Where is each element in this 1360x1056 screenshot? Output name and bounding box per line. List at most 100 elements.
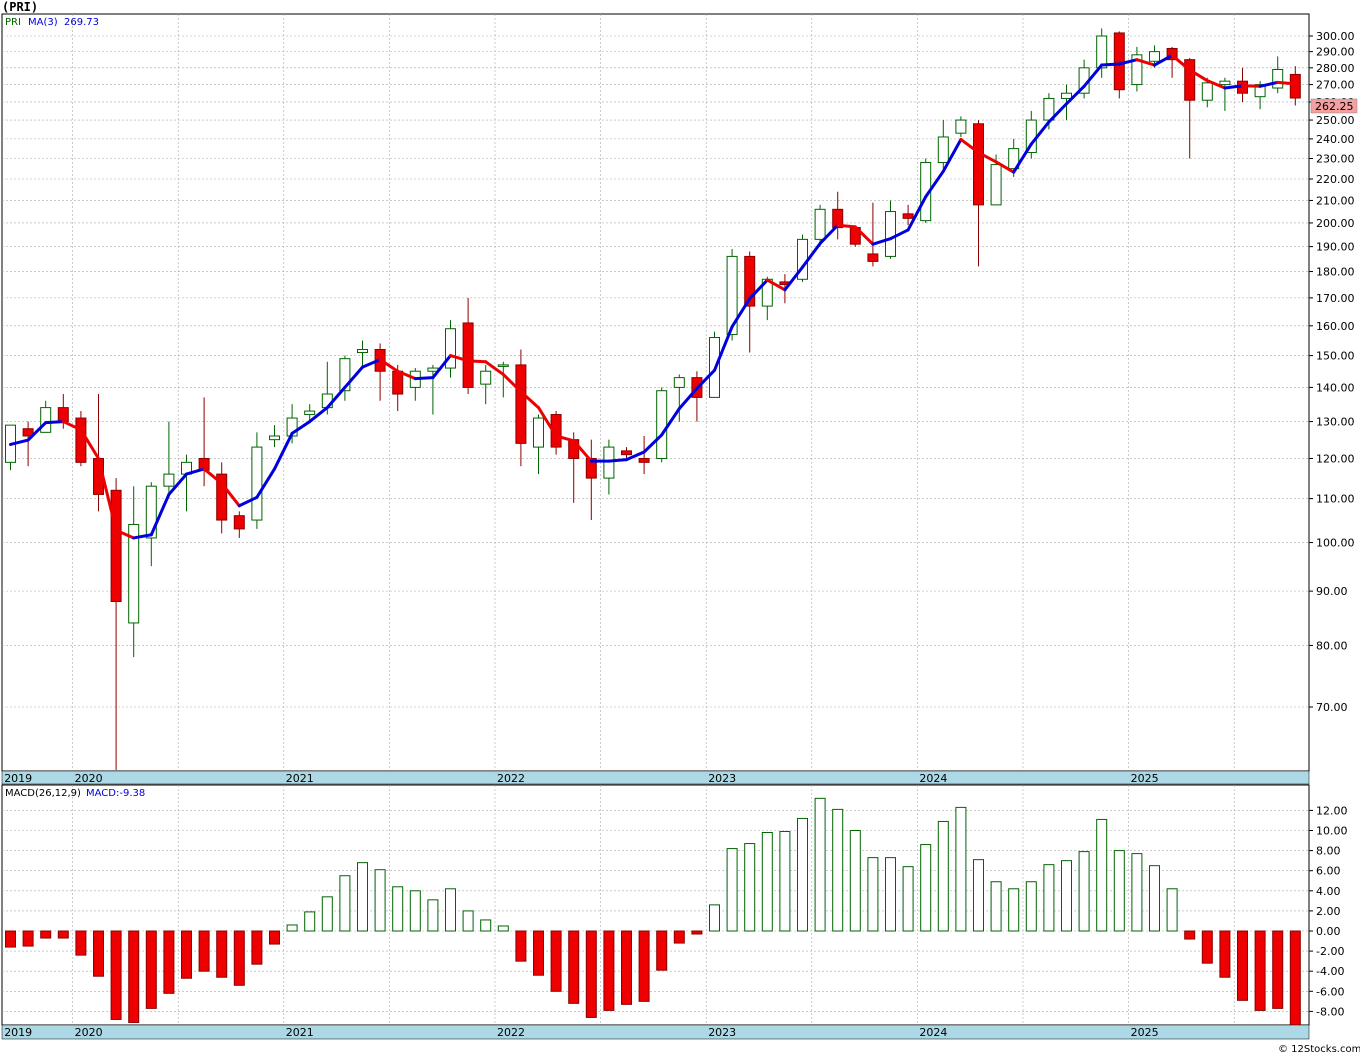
chart-title: (PRI)	[2, 0, 38, 14]
candle-body	[533, 417, 544, 448]
macd-bar	[181, 930, 192, 979]
ma3-segment	[977, 151, 998, 164]
candle-body	[445, 328, 456, 369]
candle-body	[585, 457, 597, 479]
candle-body	[392, 370, 404, 395]
ma3-segment	[889, 228, 910, 241]
legend-ticker: PRI	[5, 17, 21, 28]
macd-bar	[128, 930, 140, 1023]
candle-body	[990, 164, 1002, 206]
macd-bar	[603, 930, 615, 1011]
macd-tick-label: 0.00	[1316, 925, 1341, 938]
macd-y-axis: -8.00 -6.00 -4.00 -2.00 0.00 2.00 4.00 6.00 8.00…	[1309, 804, 1348, 1018]
macd-bar	[1272, 930, 1284, 1009]
ma3-segment	[1100, 62, 1121, 67]
macd-bar	[198, 930, 210, 972]
macd-bar	[427, 899, 439, 932]
macd-bar	[1289, 930, 1301, 1026]
candle-body	[867, 253, 879, 262]
macd-bar	[1061, 860, 1072, 932]
candle-body	[110, 489, 122, 602]
macd-bar	[779, 831, 791, 932]
ma3-segment	[783, 265, 804, 292]
candle-body	[673, 377, 685, 388]
macd-bar	[1131, 853, 1143, 932]
macd-bar	[1166, 888, 1178, 932]
macd-bar	[1096, 818, 1108, 932]
candle-body	[1096, 35, 1108, 69]
candle-body	[1008, 148, 1020, 170]
ma3-segment	[836, 223, 857, 229]
macd-bar	[1149, 865, 1160, 932]
price-tick-label: 180.00	[1316, 266, 1355, 279]
ma3-line	[9, 53, 1297, 540]
macd-tick-label: -6.00	[1316, 985, 1344, 998]
ma3-segment	[1223, 84, 1244, 90]
candle-body	[726, 255, 738, 336]
macd-bar	[1184, 930, 1196, 940]
candle-body	[656, 390, 668, 459]
ma3-segment	[308, 406, 329, 424]
macd-bar	[867, 857, 879, 932]
ma3-segment	[237, 495, 259, 508]
ma3-segment	[378, 358, 400, 373]
candle-body	[1061, 92, 1072, 99]
macd-bar	[673, 930, 685, 944]
macd-tick-label: 4.00	[1316, 885, 1341, 898]
ma3-segment	[765, 278, 787, 292]
year-label: 2024	[919, 1026, 947, 1039]
ma3-segment	[1153, 53, 1174, 67]
ma3-segment	[959, 137, 980, 155]
macd-bar	[1043, 864, 1055, 932]
price-tick-label: 100.00	[1316, 537, 1355, 550]
ma3-segment	[273, 431, 294, 471]
price-tick-label: 80.00	[1316, 639, 1348, 652]
candle-body	[1272, 68, 1284, 89]
ma3-segment	[325, 385, 347, 410]
candle-body	[462, 322, 474, 388]
macd-bar	[321, 896, 333, 932]
macd-bar	[515, 930, 527, 962]
ma3-segment	[149, 492, 171, 537]
ma3-segment	[132, 533, 153, 540]
ma3-segment	[44, 420, 65, 425]
candle-body	[744, 255, 756, 307]
ma3-segment	[431, 354, 452, 380]
ma3-segment	[185, 467, 206, 476]
macd-bar	[233, 930, 245, 986]
macd-tick-label: 2.00	[1316, 905, 1341, 918]
price-gridlines	[2, 14, 1309, 771]
candle-body	[955, 119, 967, 134]
macd-bar	[163, 930, 175, 994]
macd-bar	[638, 930, 650, 1002]
macd-bar	[885, 857, 896, 932]
year-label: 2021	[286, 772, 314, 785]
macd-bar	[832, 808, 844, 932]
candle-body	[902, 213, 914, 219]
ma3-segment	[1188, 68, 1209, 83]
legend-macd-value: MACD:-9.38	[86, 788, 145, 799]
last-price-label: 262.25	[1315, 100, 1354, 113]
ma3-segment	[519, 390, 540, 410]
macd-bar	[1025, 881, 1037, 932]
year-label: 2019	[4, 772, 32, 785]
year-label: 2022	[497, 1026, 525, 1039]
macd-bar	[216, 930, 228, 978]
candle-body	[814, 208, 826, 240]
ma3-segment	[114, 528, 136, 540]
macd-bar	[392, 886, 404, 932]
macd-bar	[797, 817, 808, 932]
ma3-segment	[994, 160, 1016, 174]
candle-body	[22, 428, 34, 437]
candle-body	[251, 446, 263, 521]
macd-bar	[93, 930, 104, 977]
macd-bar	[568, 930, 580, 1004]
ma3-segment	[713, 325, 734, 372]
last-price-badge	[1310, 98, 1358, 114]
macd-tick-label: -2.00	[1316, 945, 1344, 958]
ma3-segment	[413, 376, 435, 381]
macd-bar	[110, 930, 122, 1020]
ma3-segment	[202, 467, 224, 485]
candle-body	[1131, 54, 1143, 86]
